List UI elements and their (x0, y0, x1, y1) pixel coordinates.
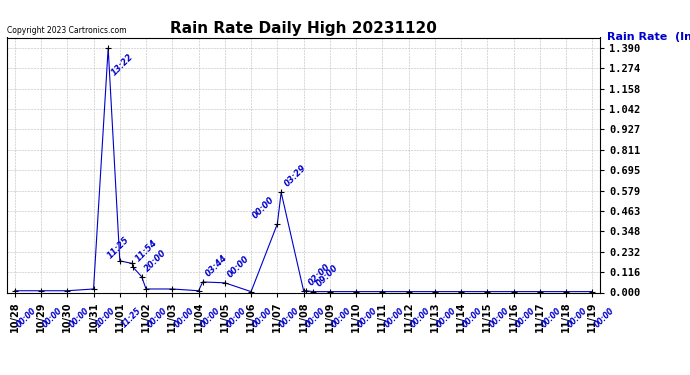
Text: 00:00: 00:00 (68, 306, 90, 330)
Text: 00:00: 00:00 (226, 254, 252, 279)
Text: 00:00: 00:00 (225, 306, 248, 330)
Text: 10:00: 10:00 (94, 306, 117, 330)
Title: Rain Rate Daily High 20231120: Rain Rate Daily High 20231120 (170, 21, 437, 36)
Text: 09:00: 09:00 (315, 263, 340, 288)
Text: 03:44: 03:44 (204, 253, 229, 278)
Text: 00:00: 00:00 (540, 306, 563, 330)
Text: 00:00: 00:00 (435, 306, 458, 330)
Text: 11:25: 11:25 (106, 235, 131, 260)
Text: 00:00: 00:00 (250, 195, 276, 220)
Text: 11:25: 11:25 (120, 306, 143, 330)
Text: 00:00: 00:00 (14, 306, 38, 330)
Text: 00:00: 00:00 (408, 306, 432, 330)
Text: 00:00: 00:00 (513, 306, 537, 330)
Text: 00:00: 00:00 (356, 306, 380, 330)
Text: 00:00: 00:00 (566, 306, 589, 330)
Text: 00:00: 00:00 (277, 306, 301, 330)
Text: Copyright 2023 Cartronics.com: Copyright 2023 Cartronics.com (7, 26, 126, 35)
Text: 00:00: 00:00 (593, 306, 615, 330)
Text: 00:00: 00:00 (172, 306, 196, 330)
Text: 11:54: 11:54 (134, 238, 159, 264)
Text: 13:22: 13:22 (110, 52, 135, 77)
Text: 00:00: 00:00 (304, 306, 327, 330)
Text: 00:00: 00:00 (487, 306, 511, 330)
Y-axis label: Rain Rate  (Inches/Hour): Rain Rate (Inches/Hour) (607, 32, 690, 42)
Text: 00:00: 00:00 (146, 306, 169, 330)
Text: 00:00: 00:00 (251, 306, 275, 330)
Text: 00:00: 00:00 (41, 306, 64, 330)
Text: 00:00: 00:00 (199, 306, 222, 330)
Text: 20:00: 20:00 (143, 248, 168, 273)
Text: 00:00: 00:00 (461, 306, 484, 330)
Text: 03:29: 03:29 (282, 164, 308, 189)
Text: 00:00: 00:00 (382, 306, 406, 330)
Text: 00:00: 00:00 (330, 306, 353, 330)
Text: 02:00: 02:00 (307, 262, 333, 287)
